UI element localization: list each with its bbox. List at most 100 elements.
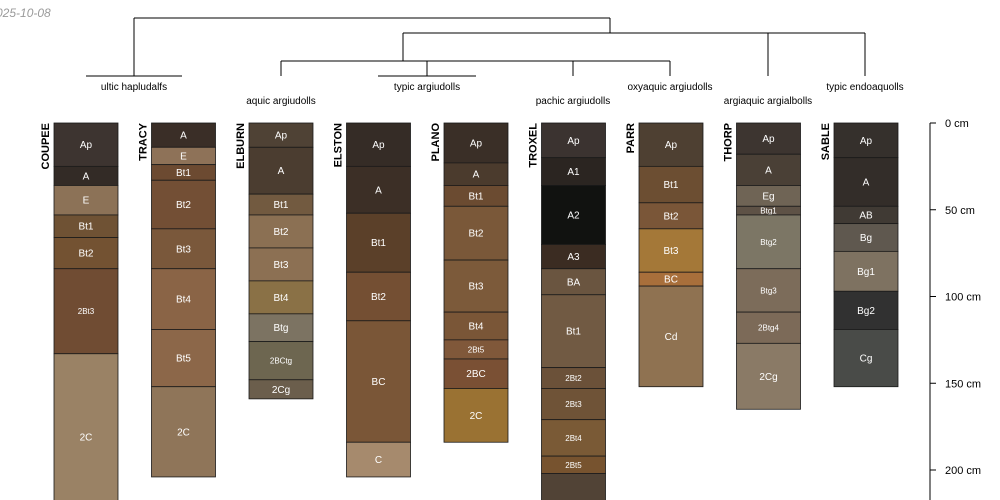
horizon-label: Bt2 [468, 229, 483, 240]
horizon-label: Ap [665, 140, 678, 151]
horizon-label: Btg3 [760, 286, 777, 295]
horizon-label: C [375, 455, 382, 466]
horizon-label: Bt3 [468, 282, 483, 293]
horizon-label: Bt4 [176, 295, 191, 306]
horizon-block [248, 214, 314, 249]
horizon-block [833, 157, 899, 207]
profile-name: PARR [625, 123, 637, 153]
horizon-label: Bt1 [663, 180, 678, 191]
horizon-block [736, 268, 801, 313]
horizon-label: Bt1 [371, 238, 386, 249]
axis-tick-label: 50 cm [945, 205, 975, 217]
horizon-label: Bt4 [468, 321, 483, 332]
profile-name: THORP [723, 123, 735, 162]
axis-tick-label: 150 cm [945, 378, 981, 390]
horizon-block [346, 271, 411, 322]
profile-sable: SABLE Ap A AB Bg Bg1 Bg2 Cg [820, 122, 899, 388]
horizon-block [248, 122, 314, 148]
horizon-label: Btg1 [760, 207, 777, 216]
horizon-block [151, 329, 216, 388]
horizon-label: A [473, 170, 480, 181]
group-label: ultic hapludalfs [101, 82, 167, 93]
profile-troxel: TROXEL Ap A1 A2 A3 BA Bt1 2Bt2 2Bt3 2Bt4 2Bt5 [528, 122, 606, 500]
horizon-label: 2Btg4 [758, 324, 779, 333]
horizon-block [443, 311, 509, 341]
axis-tick-label: 100 cm [945, 292, 981, 304]
horizon-block [443, 259, 509, 313]
horizon-block [248, 146, 314, 195]
horizon-block [151, 179, 216, 230]
profile-name: COUPEE [40, 123, 52, 169]
horizon-label: A2 [567, 210, 580, 221]
horizon-block [151, 122, 216, 148]
horizon-label: Ap [275, 131, 288, 142]
horizon-block [248, 341, 314, 381]
profile-thorp: THORP Ap A Eg Btg1 Btg2 Btg3 2Btg4 2Cg [723, 122, 801, 410]
profile-tracy: TRACY AE Bt1 Bt2 Bt3 Bt4 Bt5 2C [138, 122, 216, 478]
horizon-block [443, 388, 509, 443]
horizon-label: BC [372, 377, 386, 388]
horizon-label: Bg1 [857, 267, 875, 278]
profile-elburn: ELBURN Ap A Bt1 Bt2 Bt3 Bt4 Btg 2BCtg 2Cg [235, 122, 314, 400]
horizon-label: Bt1 [566, 327, 581, 338]
horizon-label: 2Bt5 [468, 345, 485, 354]
horizon-label: Bt2 [78, 249, 93, 260]
horizon-block [248, 247, 314, 282]
horizon-label: A [765, 165, 772, 176]
horizon-label: Bt3 [663, 246, 678, 257]
axis-tick-label: 200 cm [945, 465, 981, 477]
dendrogram [133, 17, 866, 76]
horizon-label: Bg2 [857, 306, 875, 317]
horizon-label: 2Bt4 [565, 434, 582, 443]
group-label: aquic argiudolls [246, 96, 316, 107]
profile-name: PLANO [430, 123, 442, 162]
horizon-label: Bt2 [663, 211, 678, 222]
horizon-block [736, 153, 801, 186]
horizon-label: Ap [860, 136, 873, 147]
horizon-label: Bt1 [78, 222, 93, 233]
horizon-label: A [375, 185, 382, 196]
horizon-block [443, 358, 509, 389]
horizon-block [443, 205, 509, 261]
horizon-block [53, 122, 119, 167]
horizon-label: A3 [567, 252, 580, 263]
horizon-block [53, 237, 119, 270]
horizon-label: A [180, 131, 187, 142]
horizon-block [736, 311, 801, 344]
profile-coupee: COUPEE Ap A E Bt1 Bt2 2Bt3 2C [40, 122, 119, 500]
horizon-label: Bt4 [273, 293, 288, 304]
horizon-block [736, 122, 801, 155]
horizon-label: 2Cg [272, 385, 290, 396]
horizon-block [833, 329, 899, 388]
group-label: argiaquic argialbolls [724, 96, 812, 107]
group-label: oxyaquic argiudolls [627, 82, 712, 93]
horizon-label: Bt3 [176, 244, 191, 255]
profile-plano: PLANO Ap A Bt1 Bt2 Bt3 Bt4 2Bt5 2BC 2C [430, 123, 509, 443]
horizon-label: 2BC [466, 369, 485, 380]
horizon-block [151, 386, 216, 478]
horizon-block [53, 353, 119, 500]
horizon-block [638, 285, 704, 388]
profile-name: SABLE [820, 123, 832, 160]
horizon-label: Bt2 [371, 292, 386, 303]
horizon-block [638, 165, 704, 204]
horizon-block [248, 379, 314, 400]
horizon-block [736, 342, 801, 410]
horizon-label: Ap [372, 140, 385, 151]
horizon-label: Bt2 [273, 227, 288, 238]
horizon-block [248, 313, 314, 343]
horizon-label: AB [859, 210, 873, 221]
horizon-label: Btg2 [760, 238, 777, 247]
horizon-block [736, 214, 801, 270]
group-label: typic endoaquolls [826, 82, 903, 93]
profile-name: ELBURN [235, 123, 247, 169]
horizon-label: 2BCtg [270, 357, 292, 366]
horizon-label: Cg [860, 354, 873, 365]
horizon-block [833, 250, 899, 292]
horizon-label: Cd [665, 332, 678, 343]
horizon-label: A [83, 171, 90, 182]
horizon-block [248, 280, 314, 315]
group-label: typic argiudolls [394, 82, 460, 93]
horizon-label: Bt5 [176, 354, 191, 365]
horizon-block [346, 165, 411, 214]
